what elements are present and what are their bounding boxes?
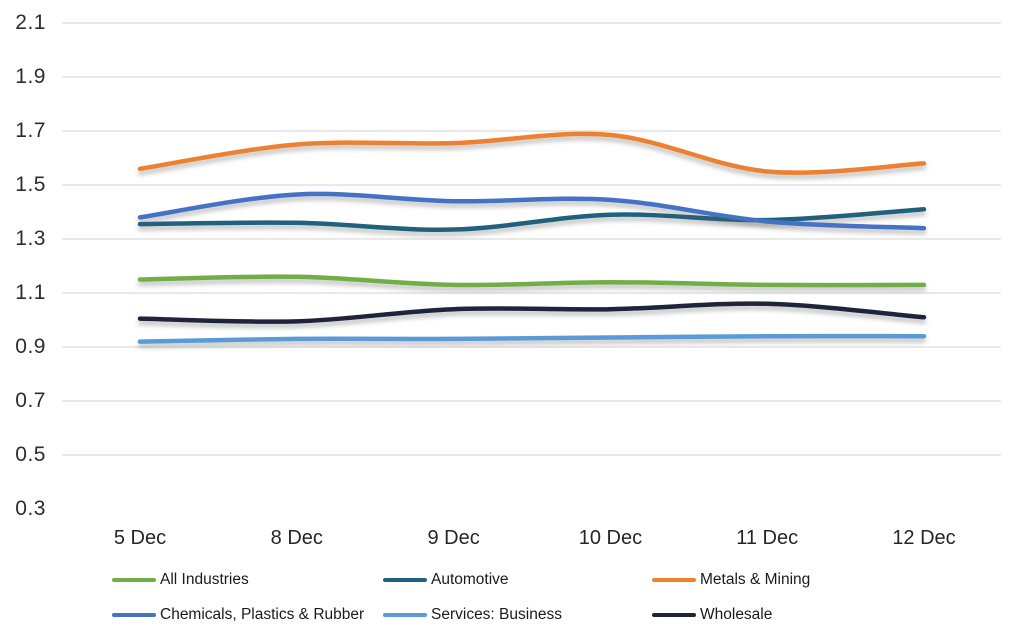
x-tick-label: 8 Dec [270,527,323,549]
series-line-chemicals-plastics-rubber [137,191,927,231]
y-tick-label: 1.9 [15,65,46,88]
legend-swatch [112,577,156,583]
legend-item: Services: Business [383,605,562,625]
y-tick-label: 0.9 [15,335,46,358]
series-line-all-industries [137,274,927,288]
legend-label: Automotive [431,571,509,588]
legend-label: Chemicals, Plastics & Rubber [160,606,365,623]
legend-item: Metals & Mining [652,570,810,590]
series-line-metals-mining [137,131,927,175]
legend-label: Services: Business [431,606,562,623]
series-line-services-business [137,333,927,344]
x-tick-label: 5 Dec [113,527,167,549]
legend-swatch [383,612,427,618]
legend-label: Metals & Mining [700,571,811,588]
y-tick-label: 0.5 [15,443,46,466]
legend-item: Automotive [383,570,509,590]
y-tick-label: 2.1 [15,11,46,34]
x-tick-label: 12 Dec [892,527,956,549]
y-tick-label: 1.7 [15,119,46,142]
y-tick-label: 1.1 [15,281,46,304]
x-tick-label: 11 Dec [736,527,799,549]
y-tick-label: 0.3 [15,497,46,520]
legend-label: All Industries [160,571,249,588]
legend-item: Wholesale [652,605,772,625]
x-tick-label: 10 Dec [578,527,643,549]
legend-swatch [652,612,696,618]
y-tick-label: 1.5 [15,173,46,196]
y-tick-label: 0.7 [15,389,46,412]
series-line-automotive [137,207,927,232]
legend-item: Chemicals, Plastics & Rubber [112,605,364,625]
legend-swatch [383,577,427,583]
y-tick-label: 1.3 [15,227,46,250]
legend-item: All Industries [112,570,249,590]
legend-label: Wholesale [700,606,773,623]
legend-swatch [112,612,156,618]
x-tick-label: 9 Dec [427,527,480,549]
series-line-wholesale [137,301,927,324]
legend-swatch [652,577,696,583]
